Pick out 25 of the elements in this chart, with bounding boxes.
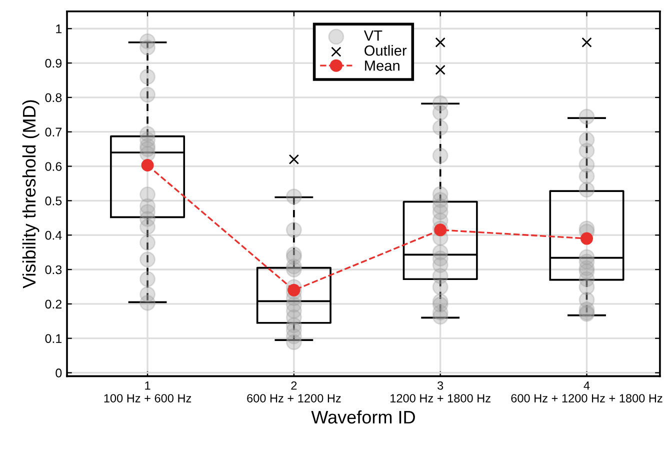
y-tick-label: 0.1 xyxy=(45,334,62,343)
x-tick-label: 3 1200 Hz + 1800 Hz xyxy=(390,381,490,402)
y-tick-label: 0.8 xyxy=(45,93,62,102)
x-tick-label: 1 100 Hz + 600 Hz xyxy=(104,381,192,402)
y-axis-title: Visibility threshold (MD) xyxy=(22,100,40,288)
point xyxy=(582,37,592,48)
y-tick-label: 0.6 xyxy=(45,162,62,171)
x-axis-title: Waveform ID xyxy=(311,410,415,424)
y-tick-label: 0.9 xyxy=(45,58,62,68)
legend-label: VT xyxy=(364,30,382,41)
point xyxy=(435,64,446,75)
y-tick-label: 0.2 xyxy=(45,300,62,309)
point xyxy=(288,284,300,296)
y-tick-label: 0.5 xyxy=(45,196,62,206)
legend-label: Mean xyxy=(365,60,400,71)
x-tick-label: 4 600 Hz + 1200 Hz + 1800 Hz xyxy=(511,381,662,402)
y-tick-label: 1 xyxy=(56,24,62,34)
y-tick-label: 0.4 xyxy=(45,230,62,240)
point xyxy=(580,232,593,245)
x-tick-label: 2 600 Hz + 1200 Hz xyxy=(247,381,341,402)
y-tick-label: 0 xyxy=(56,368,62,378)
y-tick-label: 0.3 xyxy=(45,265,62,274)
point xyxy=(141,158,154,172)
y-tick-label: 0.7 xyxy=(45,128,62,137)
legend-label: Outlier xyxy=(364,45,407,56)
